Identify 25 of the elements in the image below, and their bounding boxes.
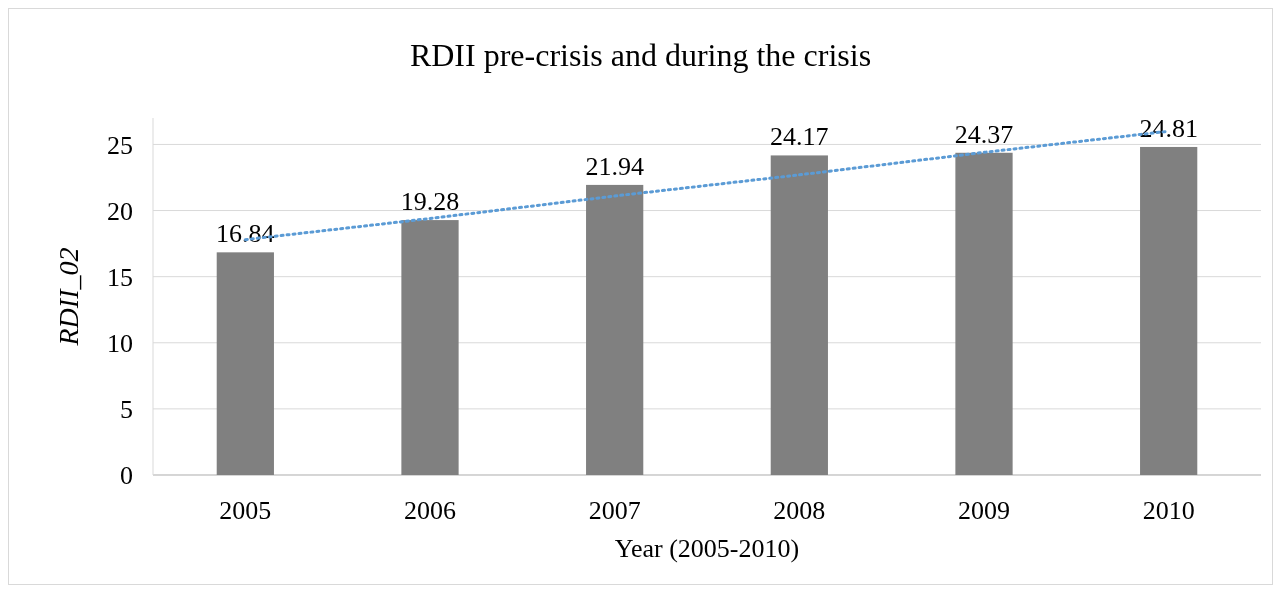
x-tick-label: 2010 — [1142, 496, 1195, 525]
y-tick-label: 5 — [120, 394, 133, 424]
x-tick-label: 2005 — [219, 496, 272, 525]
bar — [1140, 146, 1198, 475]
chart-title: RDII pre-crisis and during the crisis — [409, 37, 872, 73]
x-axis-title: Year (2005-2010) — [614, 534, 800, 563]
data-label: 24.37 — [954, 119, 1014, 149]
x-tick-label: 2006 — [404, 496, 456, 525]
x-tick-label: 2007 — [588, 496, 641, 525]
bar — [955, 152, 1013, 475]
bar — [401, 220, 459, 475]
y-tick-label: 25 — [107, 130, 133, 160]
x-tick-label: 2009 — [958, 496, 1010, 525]
bar — [770, 155, 828, 475]
data-label: 19.28 — [400, 187, 460, 217]
bar — [586, 184, 644, 475]
bar — [216, 252, 274, 475]
data-label: 21.94 — [585, 151, 644, 181]
y-tick-label: 20 — [107, 196, 133, 226]
data-label: 24.17 — [770, 122, 829, 152]
y-axis-title: RDII_02 — [53, 247, 84, 347]
x-tick-label: 2008 — [773, 496, 826, 525]
y-tick-label: 0 — [120, 461, 133, 491]
y-tick-label: 10 — [107, 328, 133, 358]
y-tick-label: 15 — [107, 262, 133, 292]
